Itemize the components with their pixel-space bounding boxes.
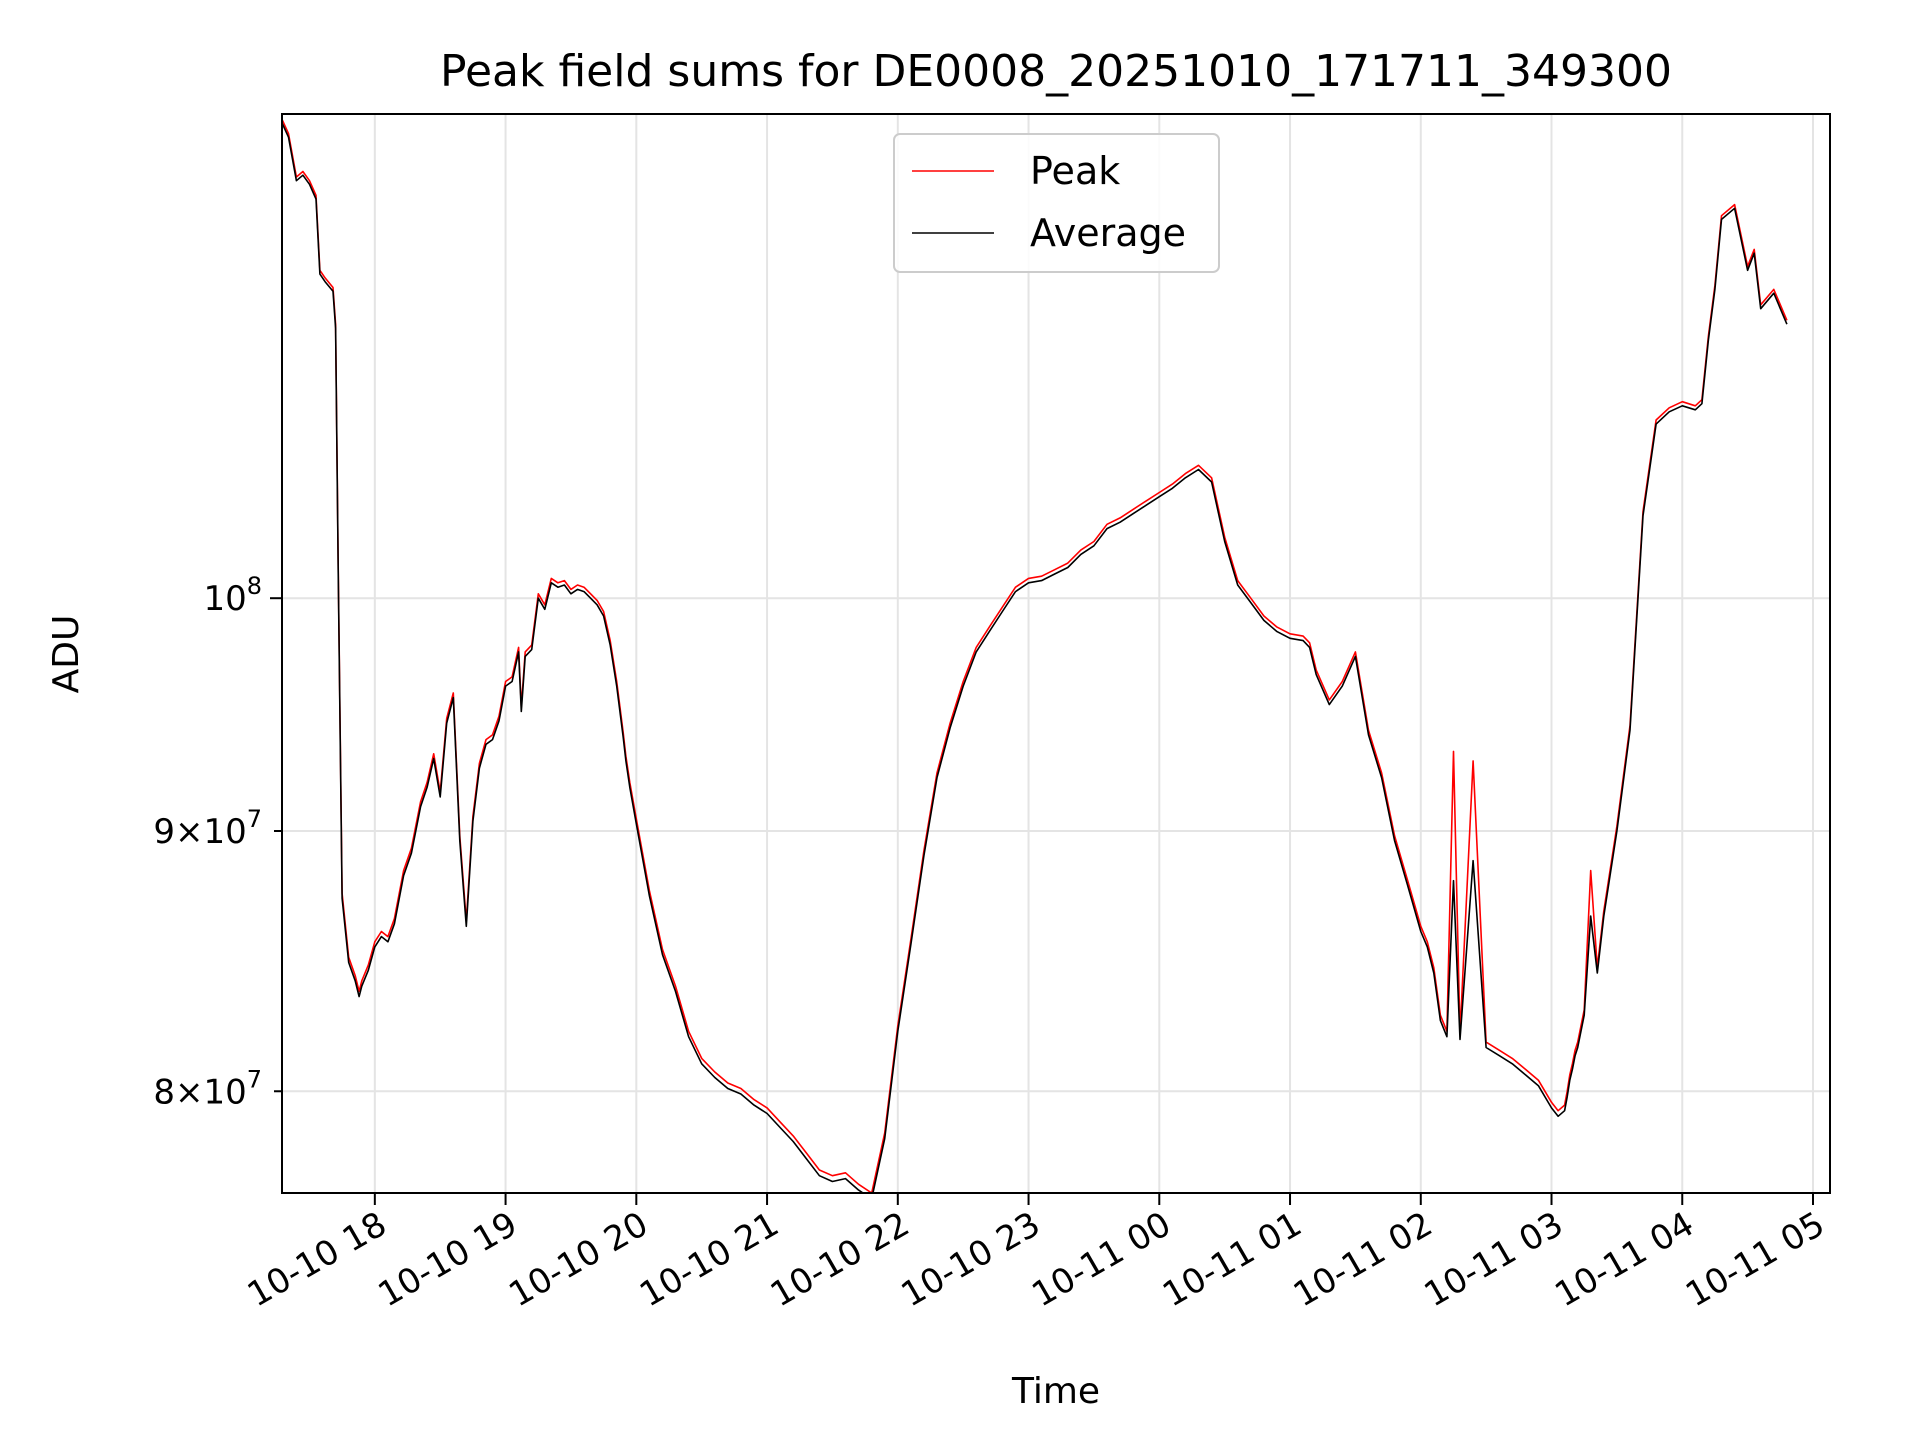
legend-label-average: Average xyxy=(1030,211,1186,255)
series-line-average xyxy=(282,122,1788,1193)
plot-series xyxy=(282,118,1788,1193)
y-tick-exponent: 7 xyxy=(247,1065,262,1093)
y-tick-mantissa: 9 xyxy=(153,812,175,852)
legend: Peak Average xyxy=(893,133,1220,273)
y-tick-mantissa: 8 xyxy=(153,1072,175,1112)
y-tick-times: ×10 xyxy=(175,812,247,852)
grid-lines xyxy=(282,114,1830,1193)
plot-frame xyxy=(281,113,1831,1194)
legend-label-peak: Peak xyxy=(1030,149,1120,193)
y-tick-label: 9×107 xyxy=(153,805,262,852)
y-tick-times: ×10 xyxy=(175,1072,247,1112)
y-tick-label: 108 xyxy=(203,572,262,619)
chart-title: Peak field sums for DE0008_20251010_1717… xyxy=(440,46,1672,97)
x-axis-label: Time xyxy=(1011,1371,1100,1412)
legend-box xyxy=(893,133,1220,273)
y-tick-exponent: 7 xyxy=(247,805,262,833)
y-axis-label: ADU xyxy=(46,615,87,694)
y-tick-label: 8×107 xyxy=(153,1065,262,1112)
y-tick-base: 10 xyxy=(203,579,246,619)
y-tick-exponent: 8 xyxy=(247,572,262,600)
